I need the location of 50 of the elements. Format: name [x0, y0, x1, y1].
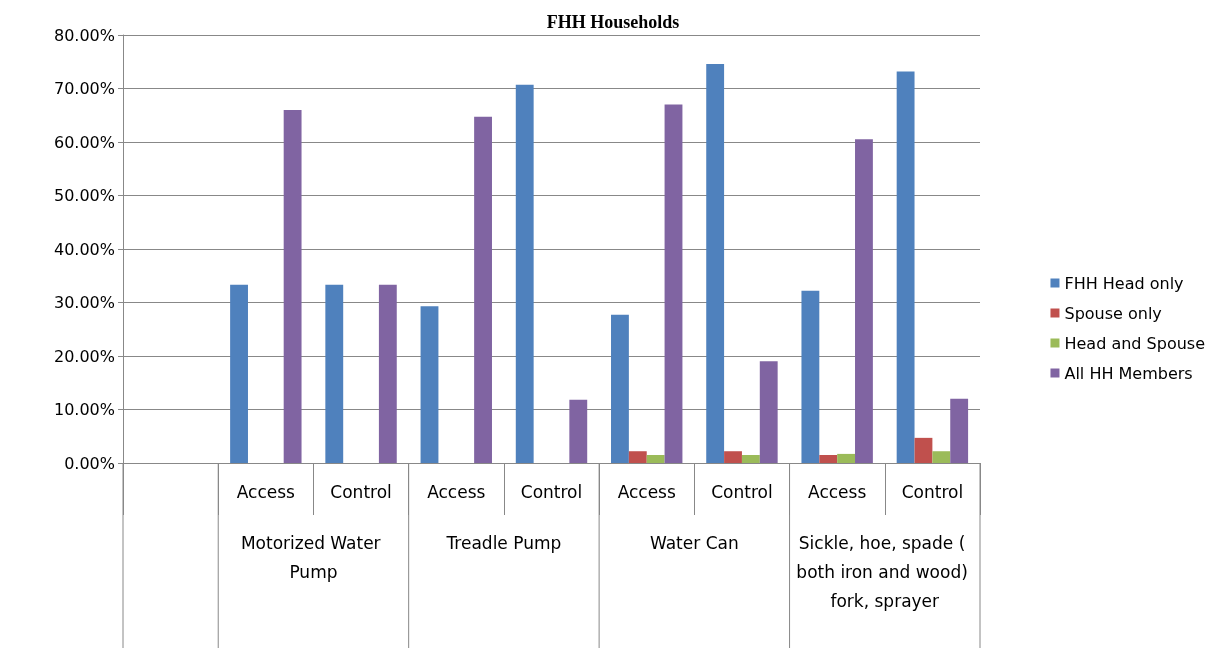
legend-label: FHH Head only — [1064, 273, 1184, 293]
bar — [706, 63, 725, 463]
x-tick-label: Control — [520, 481, 583, 502]
y-tick-label: 60.00% — [53, 132, 115, 152]
y-tick-label: 30.00% — [53, 293, 115, 312]
bar — [932, 451, 951, 463]
y-tick-label: 80.00% — [53, 25, 115, 45]
bar — [646, 454, 665, 463]
bar — [325, 284, 344, 463]
chart-title: FHH Households — [546, 12, 680, 32]
bar — [569, 399, 588, 463]
bar — [611, 314, 629, 463]
y-tick-label: 70.00% — [53, 79, 115, 98]
legend-label: All HH Members — [1064, 363, 1193, 383]
bar — [759, 361, 778, 463]
text: Treadle Pump — [445, 532, 562, 553]
bar — [283, 109, 302, 463]
bar — [819, 454, 838, 463]
y-tick-label: 0.00% — [64, 453, 115, 473]
bar — [664, 104, 683, 463]
y-tick-label: 10.00% — [53, 400, 115, 419]
bar — [855, 139, 873, 463]
x-tick-label: Control — [711, 481, 773, 502]
bar — [914, 437, 933, 463]
bar — [801, 290, 820, 463]
bar — [837, 453, 856, 463]
text: Sickle, hoe, spade ( both iron and wood) fork, sprayer — [796, 532, 974, 611]
x-tick-label: Access — [617, 481, 676, 502]
y-tick-label: 50.00% — [53, 186, 115, 205]
bar — [950, 398, 969, 463]
y-tick-label: 40.00% — [53, 239, 115, 259]
legend-label: Spouse only — [1064, 303, 1162, 323]
bar — [420, 306, 439, 463]
bar — [896, 71, 915, 463]
text: Motorized Water Pump — [240, 532, 386, 582]
bar — [724, 451, 742, 463]
bar — [474, 116, 492, 463]
y-tick-label: 20.00% — [53, 346, 115, 366]
text: Water Can — [649, 532, 739, 553]
x-tick-label: Access — [236, 481, 296, 502]
bar — [230, 284, 248, 463]
bar — [515, 84, 534, 463]
bar — [628, 451, 647, 463]
x-tick-label: Control — [901, 481, 964, 502]
x-tick-label: Access — [808, 481, 867, 502]
bar — [378, 284, 397, 463]
x-tick-label: Access — [427, 481, 486, 502]
x-tick-label: Control — [330, 481, 392, 502]
legend-label: Head and Spouse — [1064, 333, 1205, 353]
bar — [741, 454, 760, 463]
